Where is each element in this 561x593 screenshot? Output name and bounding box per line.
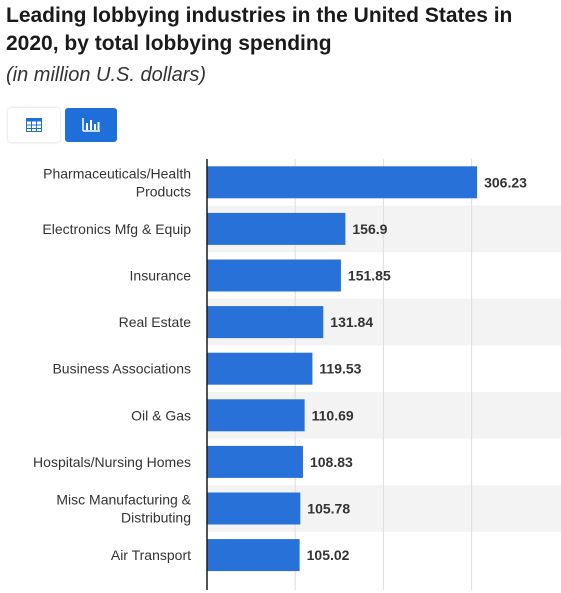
value-label: 108.83 [310,454,353,470]
bar[interactable] [207,445,303,478]
table-icon [26,118,42,132]
chart-subtitle: (in million U.S. dollars) [6,64,207,86]
value-label: 131.84 [330,314,373,330]
category-label: Real Estate [119,314,192,330]
table-view-button[interactable] [8,108,60,142]
category-label: Oil & Gas [131,407,191,423]
value-label: 306.23 [484,174,527,190]
value-label: 119.53 [319,361,361,377]
value-label: 156.9 [352,221,387,237]
category-label: Pharmaceuticals/Health Products [43,165,191,199]
chart-title: Leading lobbying industries in the Unite… [6,4,513,55]
bar-chart: Pharmaceuticals/Health Products Electronic… [33,159,561,590]
category-label: Hospitals/Nursing Homes [33,454,191,470]
category-label: Insurance [130,268,192,284]
chart-view-button[interactable] [65,108,117,142]
value-label: 105.78 [307,501,350,517]
bar-chart-icon [82,118,100,132]
bar[interactable] [207,306,324,339]
category-label: Misc Manufacturing & Distributing [56,492,191,526]
bar[interactable] [207,399,305,432]
category-label: Air Transport [111,547,191,563]
bar[interactable] [207,259,341,292]
value-label: 110.69 [312,407,354,423]
value-label: 105.02 [307,547,350,563]
bar[interactable] [207,352,313,385]
bar[interactable] [207,492,301,525]
category-label: Business Associations [52,361,191,377]
category-label: Electronics Mfg & Equip [42,221,191,237]
bar[interactable] [207,166,478,199]
bar[interactable] [207,539,300,572]
bar[interactable] [207,212,346,245]
value-label: 151.85 [348,268,391,284]
